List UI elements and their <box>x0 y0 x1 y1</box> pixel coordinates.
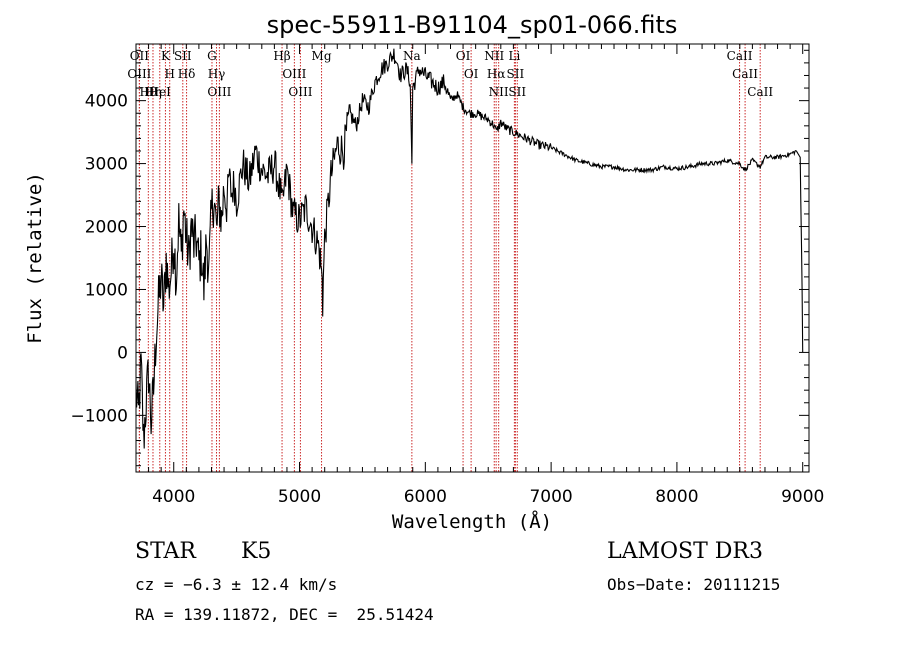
reference-line-label: Na <box>403 49 421 63</box>
y-tick-label: 4000 <box>85 92 128 112</box>
y-axis: −1000 0 1000 2000 3000 4000 <box>70 49 809 467</box>
reference-lines <box>138 44 761 472</box>
x-tick-label: 9000 <box>781 487 824 507</box>
reference-line-label: K <box>161 49 171 63</box>
reference-line-label: SII <box>507 67 525 81</box>
y-tick-label: 0 <box>117 343 128 363</box>
reference-line-label: OIII <box>282 67 306 81</box>
reference-line-labels: OIIOIIIHθHηHeIKHSIIHδGHγOIIIHβOIIIOIIIMg… <box>127 49 773 99</box>
chart-title: spec-55911-B91104_sp01-066.fits <box>267 11 678 39</box>
reference-line-label: OII <box>130 49 150 63</box>
reference-line-label: NII <box>484 49 504 63</box>
y-axis-label: Flux (relative) <box>24 172 46 344</box>
redshift-velocity: cz = −6.3 ± 12.4 km/s <box>135 575 338 594</box>
reference-line-label: OIII <box>207 85 231 99</box>
y-tick-label: 3000 <box>85 155 128 175</box>
y-tick-label: 2000 <box>85 218 128 238</box>
x-tick-label: 8000 <box>655 487 698 507</box>
object-class: STAR <box>135 539 196 564</box>
x-axis: 4000 5000 6000 7000 8000 9000 <box>135 44 824 507</box>
reference-line-label: CaII <box>727 49 753 63</box>
reference-line-label: HeI <box>149 85 172 99</box>
y-tick-label: −1000 <box>70 406 128 426</box>
reference-line-label: OIII <box>127 67 151 81</box>
reference-line-label: SII <box>174 49 192 63</box>
reference-line-label: CaII <box>732 67 758 81</box>
object-subclass: K5 <box>241 539 272 564</box>
reference-line-label: Hη <box>144 85 162 99</box>
reference-line-label: Li <box>508 49 520 63</box>
reference-line-label: OIII <box>288 85 312 99</box>
reference-line-label: Hβ <box>273 49 290 63</box>
spectrum-line <box>135 48 804 449</box>
reference-line-label: OI <box>464 67 479 81</box>
reference-line-label: G <box>207 49 217 63</box>
reference-line-label: Mg <box>312 49 332 63</box>
y-tick-label: 1000 <box>85 280 128 300</box>
reference-line-label: Hθ <box>139 85 157 99</box>
observation-date: Obs−Date: 20111215 <box>607 575 781 594</box>
reference-line-label: Hδ <box>178 67 196 81</box>
x-axis-label: Wavelength (Å) <box>392 510 552 533</box>
reference-line-label: H <box>164 67 174 81</box>
x-tick-label: 4000 <box>152 487 195 507</box>
x-tick-label: 5000 <box>278 487 321 507</box>
coordinates: RA = 139.11872, DEC = 25.51424 <box>135 605 434 624</box>
reference-line-label: SII <box>508 85 526 99</box>
reference-line-label: NII <box>489 85 509 99</box>
x-tick-label: 6000 <box>404 487 447 507</box>
reference-line-label: CaII <box>747 85 773 99</box>
survey-name: LAMOST DR3 <box>607 539 763 564</box>
reference-line-label: OI <box>456 49 471 63</box>
reference-line-label: Hγ <box>208 67 226 81</box>
plot-frame <box>135 43 810 473</box>
x-tick-label: 7000 <box>529 487 572 507</box>
reference-line-label: Hα <box>487 67 506 81</box>
